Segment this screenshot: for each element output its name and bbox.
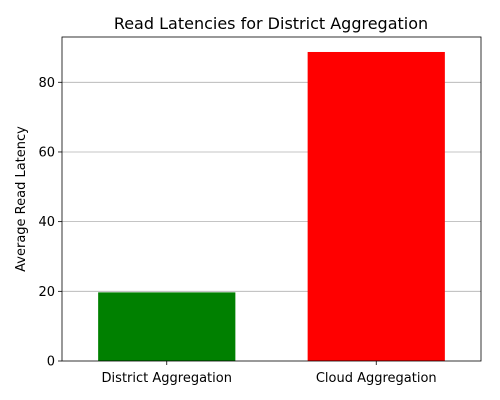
y-tick-label: 80 (38, 76, 55, 91)
x-tick-label: District Aggregation (102, 371, 232, 386)
y-axis-label: Average Read Latency (14, 126, 29, 272)
y-tick-label: 40 (38, 215, 55, 230)
bar-district-aggregation (98, 292, 235, 361)
bar-cloud-aggregation (308, 52, 445, 361)
chart-title: Read Latencies for District Aggregation (114, 14, 428, 33)
y-tick-label: 60 (38, 145, 55, 160)
y-tick-label: 0 (47, 355, 55, 370)
x-tick-label: Cloud Aggregation (316, 371, 437, 386)
x-ticks: District Aggregation Cloud Aggregation (102, 361, 437, 386)
y-tick-label: 20 (38, 285, 55, 300)
bars (98, 52, 445, 361)
y-ticks: 0 20 40 60 80 (38, 76, 62, 370)
